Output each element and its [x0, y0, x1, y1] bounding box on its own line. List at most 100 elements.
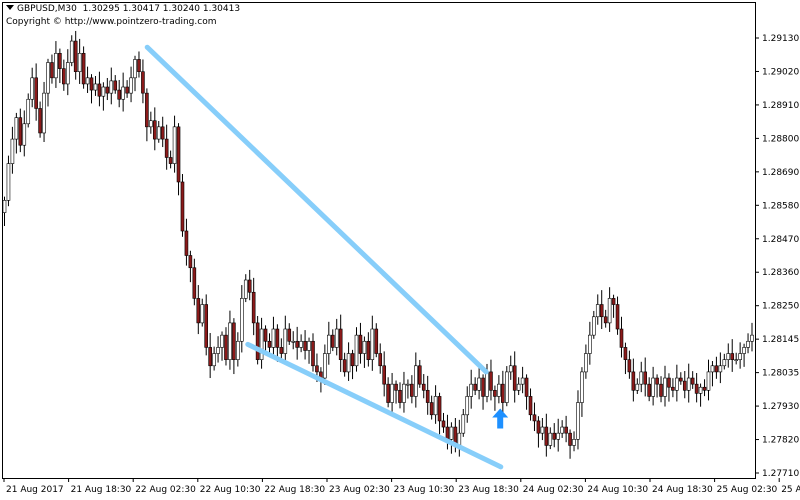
candle-body — [101, 86, 106, 97]
candle-body — [469, 383, 473, 397]
price-axis[interactable]: 1.29130 1.29020 1.28910 1.28800 1.28690 1.285… — [755, 34, 799, 479]
time-tick-label: 24 Aug 18:30 — [652, 485, 713, 495]
candle-body — [485, 371, 489, 397]
candle-body — [172, 126, 177, 164]
time-tick-label: 22 Aug 02:30 — [135, 485, 196, 495]
candle-body — [750, 334, 754, 342]
candle-body — [50, 62, 54, 79]
candle-body — [564, 426, 568, 434]
candle-body — [303, 340, 307, 351]
candle-body — [133, 59, 137, 79]
candle-body — [295, 340, 299, 348]
candle-body — [706, 371, 711, 391]
candle-body — [184, 230, 189, 256]
candle-body — [117, 89, 121, 100]
buy-arrow-icon[interactable] — [492, 408, 509, 429]
time-tick-label: 22 Aug 10:30 — [200, 485, 261, 495]
candle-body — [671, 386, 675, 391]
candle-body — [291, 340, 296, 343]
time-tick-label: 22 Aug 18:30 — [264, 485, 325, 495]
candle-body — [6, 163, 11, 201]
candle-body — [2, 200, 7, 213]
candle-body — [679, 377, 683, 382]
candle-body — [536, 420, 541, 434]
candle-body — [433, 396, 438, 416]
candle-body — [208, 347, 212, 367]
candle-body — [85, 77, 90, 85]
candle-body — [196, 298, 201, 324]
candle-body — [686, 377, 691, 391]
candle-body — [449, 426, 454, 440]
candle-body — [10, 138, 15, 164]
candle-body — [528, 396, 533, 416]
price-tick-label: 1.29020 — [762, 67, 799, 77]
candle-body — [635, 383, 640, 391]
candle-body — [398, 389, 402, 403]
candle-body — [109, 80, 114, 94]
candle-body — [552, 432, 557, 440]
candle-body — [65, 62, 70, 85]
candle-body — [220, 334, 224, 348]
candle-body — [520, 377, 525, 385]
candle-body — [746, 340, 750, 348]
candle-body — [200, 304, 205, 324]
price-tick-label: 1.29130 — [762, 34, 799, 44]
candle-body — [69, 40, 74, 63]
candle-body — [429, 402, 434, 416]
candle-body — [675, 377, 679, 391]
candle-body — [338, 328, 343, 360]
candle-body — [501, 383, 505, 403]
candle-body — [730, 353, 735, 360]
candle-body — [188, 255, 193, 269]
trendline[interactable] — [245, 341, 504, 470]
candle-body — [97, 83, 102, 97]
time-tick-label: 24 Aug 02:30 — [523, 485, 584, 495]
candle-body — [121, 86, 125, 100]
candle-body — [307, 340, 311, 351]
candles-layer — [2, 30, 754, 459]
candle-body — [236, 340, 240, 360]
candle-body — [105, 86, 110, 94]
chart-header: GBPUSD,M30 1.30295 1.30417 1.30240 1.304… — [6, 4, 240, 14]
candle-body — [489, 371, 493, 391]
candle-body — [461, 414, 466, 434]
candle-body — [441, 420, 446, 428]
candle-body — [259, 328, 264, 360]
candle-body — [698, 386, 703, 394]
candle-body — [283, 328, 288, 354]
price-tick-label: 1.27710 — [762, 469, 799, 479]
candle-body — [89, 77, 94, 91]
candle-body — [330, 334, 335, 348]
price-tick-label: 1.28470 — [762, 235, 799, 245]
candle-body — [370, 328, 375, 360]
candle-body — [145, 92, 149, 128]
candle-body — [366, 340, 371, 360]
candle-body — [722, 359, 727, 367]
time-tick-label: 23 Aug 02:30 — [329, 485, 390, 495]
time-tick-label: 25 Aug 02:30 — [717, 485, 778, 495]
price-tick-label: 1.28145 — [762, 335, 799, 345]
candle-body — [651, 377, 655, 397]
candle-body — [160, 126, 165, 140]
candle-body — [694, 383, 699, 394]
candle-body — [73, 40, 78, 72]
candle-body — [251, 291, 256, 324]
candle-body — [323, 353, 327, 379]
candle-body — [129, 77, 133, 94]
candle-body — [584, 353, 588, 373]
triangle-down-icon[interactable] — [6, 5, 14, 10]
candle-body — [152, 120, 157, 140]
candle-body — [14, 117, 19, 140]
candle-body — [493, 389, 497, 397]
candle-body — [240, 298, 244, 342]
price-tick-label: 1.27820 — [762, 436, 799, 446]
trendline[interactable] — [144, 44, 489, 375]
candle-body — [38, 108, 42, 134]
time-axis[interactable]: 21 Aug 2017 21 Aug 18:30 22 Aug 02:30 22 Au… — [3, 478, 800, 495]
candle-body — [113, 80, 118, 91]
candle-body — [125, 86, 129, 94]
candle-body — [327, 334, 331, 354]
time-tick-label: 23 Aug 18:30 — [458, 485, 519, 495]
candle-body — [647, 383, 651, 397]
